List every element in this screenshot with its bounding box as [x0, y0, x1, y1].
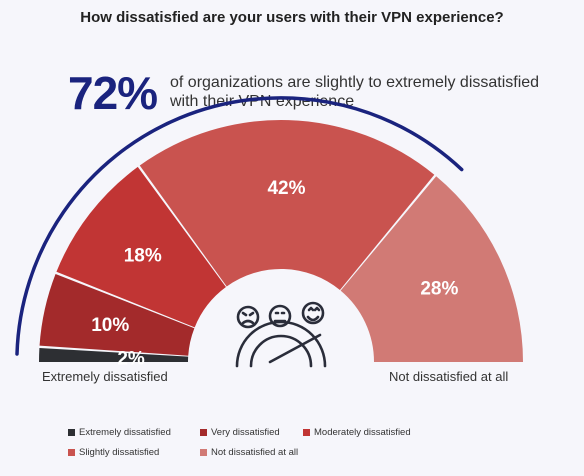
gauge-slice-1	[39, 348, 189, 362]
legend-label: Extremely dissatisfied	[79, 427, 171, 438]
legend-item: Extremely dissatisfied	[68, 427, 200, 438]
slice-value-label: 18%	[124, 246, 162, 267]
headline-stat: 72%	[68, 67, 158, 119]
legend-item: Slightly dissatisfied	[68, 447, 200, 458]
legend-swatch	[68, 449, 75, 456]
legend-item: Moderately dissatisfied	[303, 427, 433, 438]
gauge-outer-arc	[15, 96, 464, 356]
slice-value-label: 2%	[117, 348, 145, 369]
legend-item: Not dissatisfied at all	[200, 447, 303, 458]
legend-label: Moderately dissatisfied	[314, 427, 411, 438]
left-end-label: Extremely dissatisfied	[42, 369, 168, 384]
slice-value-label: 10%	[91, 315, 129, 336]
satisfaction-gauge-faces-icon	[235, 301, 327, 368]
right-end-label: Not dissatisfied at all	[389, 369, 509, 384]
legend-item: Very dissatisfied	[200, 427, 303, 438]
gauge-slice-2	[39, 274, 195, 356]
gauge-slice-5	[340, 176, 523, 362]
chart-title: How dissatisfied are your users with the…	[80, 9, 504, 26]
legend-swatch	[68, 429, 75, 436]
legend-label: Very dissatisfied	[211, 427, 280, 438]
legend-swatch	[303, 429, 310, 436]
legend-label: Slightly dissatisfied	[79, 447, 160, 458]
legend-swatch	[200, 429, 207, 436]
slice-value-label: 42%	[267, 178, 305, 199]
legend: Extremely dissatisfied Very dissatisfied M…	[68, 427, 433, 458]
gauge-slice-4	[139, 120, 435, 291]
gauge-chart: 2% 10% 18% 42% 28%	[15, 96, 523, 369]
legend-label: Not dissatisfied at all	[211, 447, 299, 458]
gauge-slice-3	[56, 166, 226, 328]
legend-swatch	[200, 449, 207, 456]
slice-value-label: 28%	[420, 278, 458, 299]
headline-text: of organizations are slightly to extreme…	[170, 74, 540, 110]
